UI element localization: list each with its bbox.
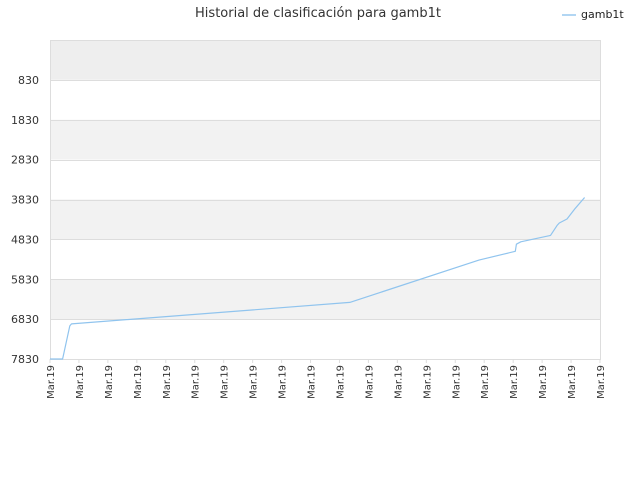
x-tick-label: Mar.19 [133,365,144,399]
y-tick-label: 5830 [11,273,39,286]
x-tick-label: Mar.19 [509,365,520,399]
legend: gamb1t [562,8,624,21]
plot-band [50,119,600,160]
plot-band [50,319,600,359]
series-line-gamb1t [50,197,586,360]
x-tick-label: Mar.19 [567,365,578,399]
x-tick-label: Mar.19 [162,365,173,399]
plot-band [50,79,600,120]
plot-bands [50,40,600,359]
x-tick-label: Mar.19 [451,365,462,399]
series-layer [50,197,586,360]
x-tick-label: Mar.19 [278,365,289,399]
x-tick-label: Mar.19 [335,365,346,399]
plot-area-frame [50,40,601,360]
y-tick-label: 1830 [11,114,39,127]
plot-band [50,159,600,200]
x-tick-label: Mar.19 [364,365,375,399]
plot-band [50,199,600,240]
x-axis: Mar.19 Mar.19 Mar.19 Mar.19 Mar.19 Mar.19 Mar.… [46,359,607,399]
x-tick-label: Mar.19 [220,365,231,399]
x-tick-label: Mar.19 [596,365,607,399]
plot-band [50,279,600,320]
x-tick-label: Mar.19 [480,365,491,399]
x-tick-label: Mar.19 [393,365,404,399]
y-tick-label: 6830 [11,313,39,326]
x-tick-label: Mar.19 [75,365,86,399]
y-tick-label: 3830 [11,194,39,207]
x-tick-label: Mar.19 [307,365,318,399]
y-tick-label: 830 [18,74,39,87]
y-tick-label: 7830 [11,353,39,366]
x-tick-label: Mar.19 [104,365,115,399]
y-axis: 830 1830 2830 3830 4830 5830 6830 7830 [11,74,39,366]
x-tick-label: Mar.19 [538,365,549,399]
x-tick-label: Mar.19 [422,365,433,399]
plot-band [50,239,600,280]
plot-band [50,40,600,80]
x-tick-label: Mar.19 [191,365,202,399]
plot-gridlines [50,80,600,360]
x-tick-label: Mar.19 [46,365,57,399]
y-tick-label: 4830 [11,233,39,246]
x-tick-label: Mar.19 [249,365,260,399]
chart-title: Historial de clasificación para gamb1t [195,6,441,21]
legend-label: gamb1t [581,8,624,21]
y-tick-label: 2830 [11,154,39,167]
